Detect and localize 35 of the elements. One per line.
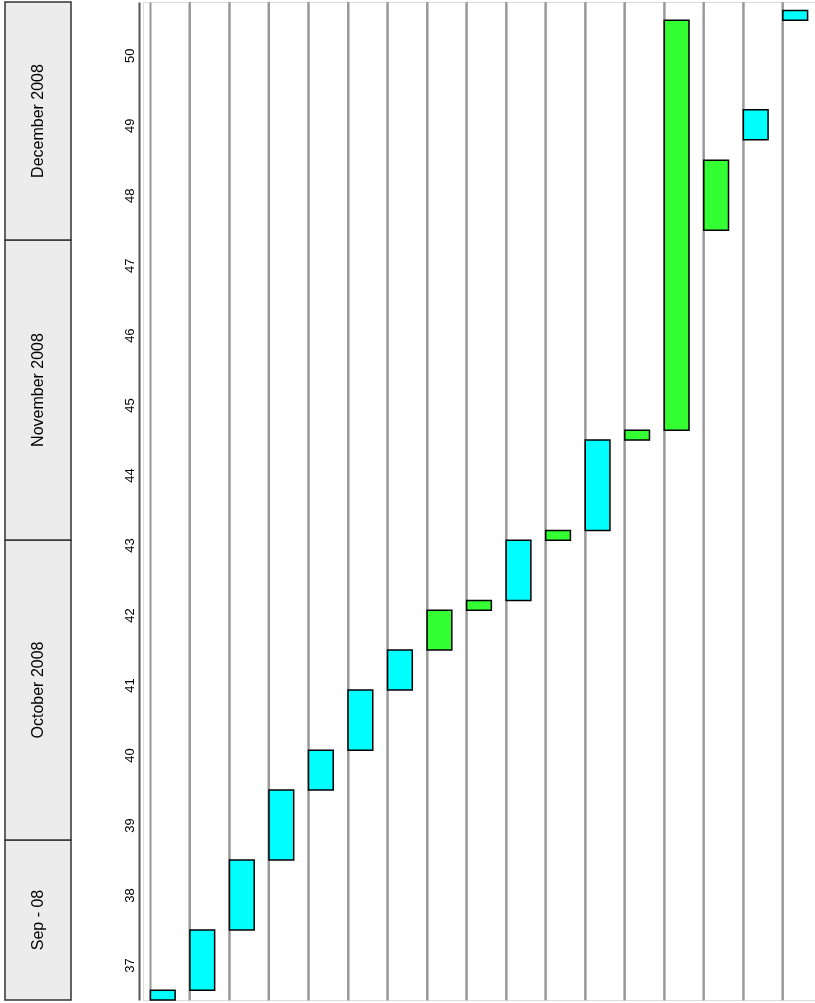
y-tick-label: 42 — [121, 608, 137, 623]
bar — [663, 19, 690, 432]
text: December 2008 — [29, 63, 46, 178]
bar — [544, 529, 572, 541]
bar — [465, 599, 493, 611]
y-tick-label: 50 — [121, 48, 137, 63]
y-tick-label: 45 — [121, 398, 137, 413]
bar — [426, 609, 453, 651]
bar — [307, 749, 334, 791]
y-tick-label: 44 — [121, 468, 137, 483]
y-tick-label: 40 — [121, 748, 137, 763]
y-tick-label: 43 — [121, 538, 137, 553]
y-tick-label: 39 — [121, 818, 137, 833]
bar — [782, 9, 809, 21]
bar — [228, 859, 255, 931]
bar — [584, 439, 611, 532]
y-tick-label: 37 — [121, 958, 137, 973]
y-tick-label: 48 — [121, 188, 137, 203]
text: Sep - 08 — [29, 889, 46, 951]
bar — [624, 429, 651, 441]
y-tick-label: 46 — [121, 328, 137, 343]
bar — [703, 159, 730, 231]
bar — [505, 539, 532, 602]
bar — [189, 929, 216, 991]
bar — [149, 989, 176, 1001]
y-tick-label: 41 — [121, 678, 137, 693]
bar — [742, 109, 769, 141]
y-tick-label: 47 — [121, 258, 137, 273]
bar — [386, 649, 414, 691]
y-tick-label: 49 — [121, 118, 137, 133]
bar — [347, 689, 374, 751]
text: October 2008 — [29, 641, 46, 739]
y-tick-label: 38 — [121, 888, 137, 903]
text: November 2008 — [29, 332, 46, 447]
bar — [268, 789, 295, 861]
